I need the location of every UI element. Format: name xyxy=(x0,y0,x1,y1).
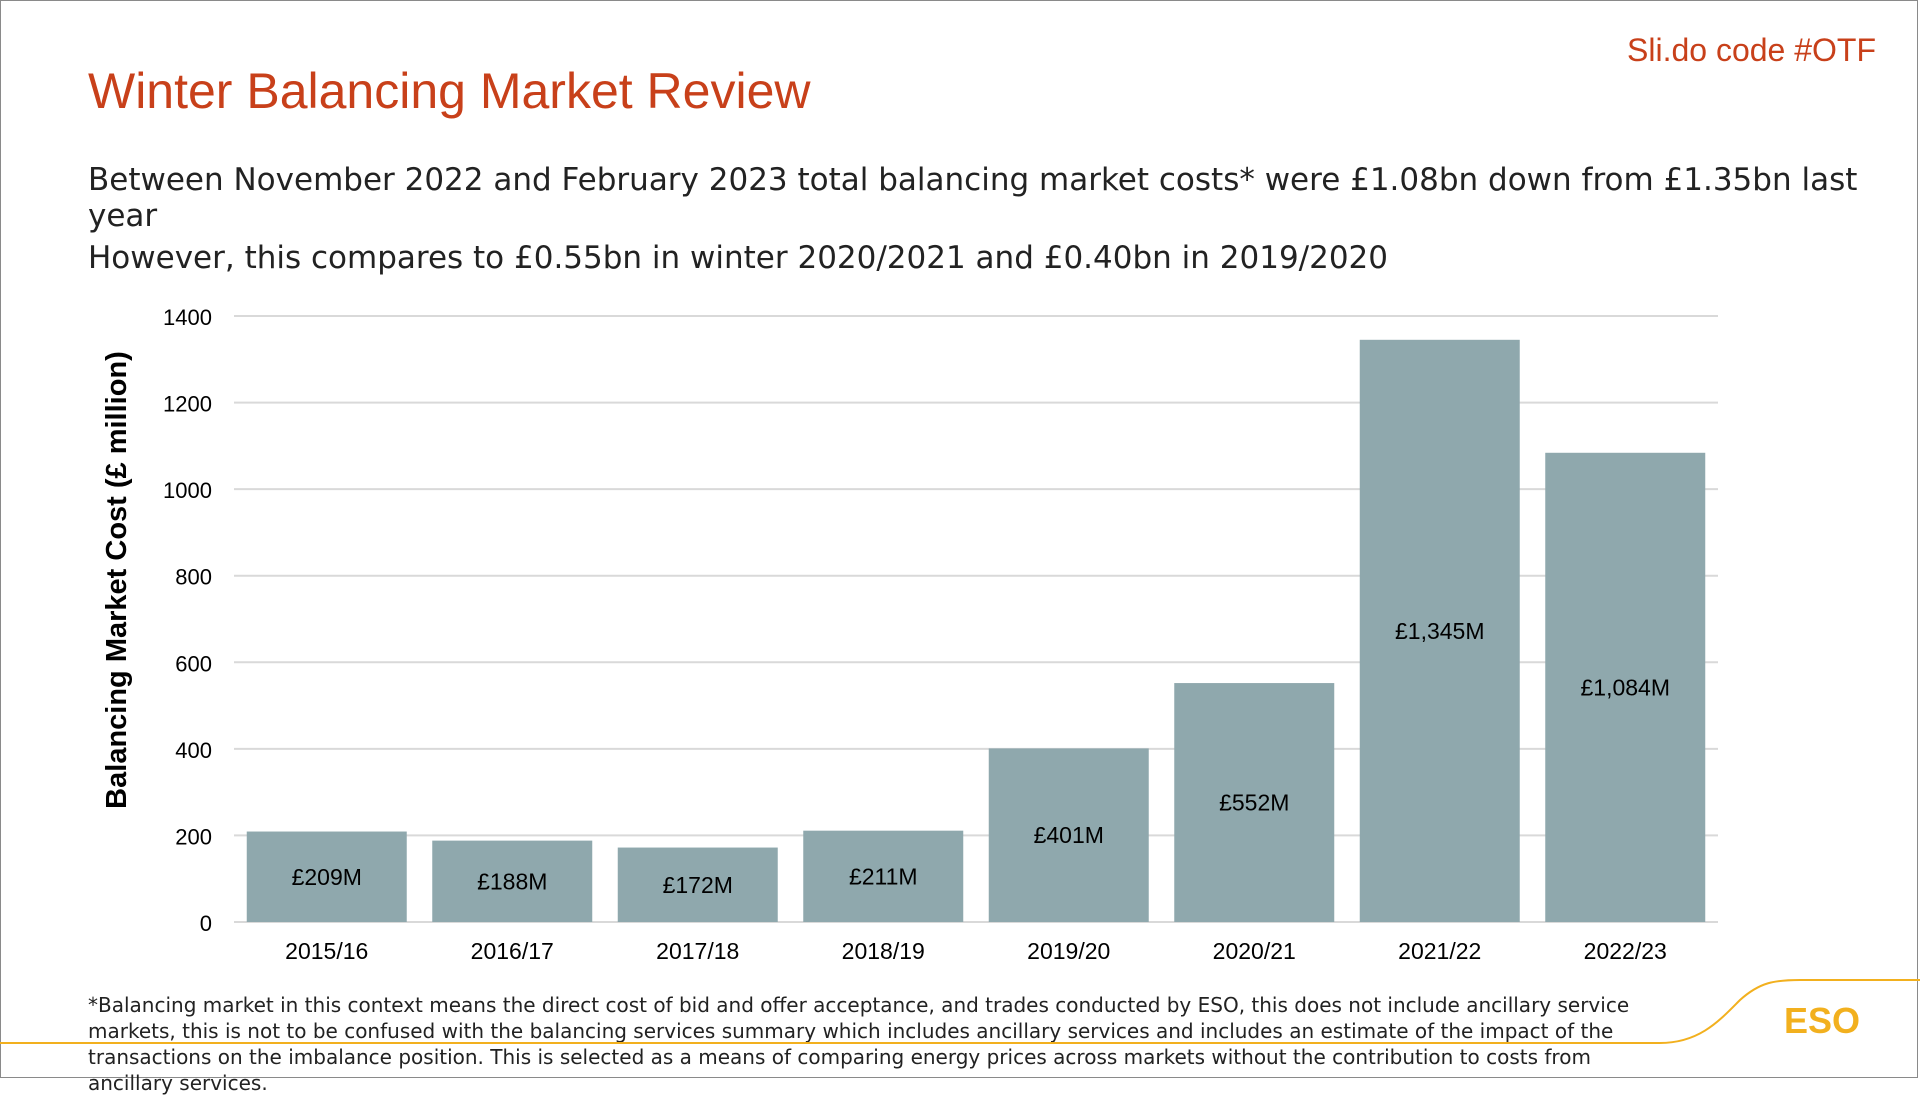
bar-data-label: £552M xyxy=(1219,790,1289,816)
bar-2021/22 xyxy=(1359,339,1520,922)
x-axis-ticks: 2015/16 2016/17 2017/18 2018/19 2019/20 2020/… xyxy=(285,938,1667,964)
page-title: Winter Balancing Market Review xyxy=(88,63,811,119)
x-tick-label: 2019/20 xyxy=(1027,938,1110,964)
eso-logo: ESO xyxy=(1783,1000,1860,1041)
x-tick-label: 2017/18 xyxy=(656,938,739,964)
y-axis-label: Balancing Market Cost (£ million) xyxy=(101,351,133,809)
bar-2019/20 xyxy=(988,748,1149,922)
bar-2020/21 xyxy=(1174,683,1335,922)
bar-data-label: £1,084M xyxy=(1580,674,1670,700)
bar-chart: 0 200 400 600 800 1000 1200 1400 £209M £188M £172… xyxy=(101,305,1718,964)
bar-2015/16 xyxy=(246,831,407,922)
y-tick-label: 1200 xyxy=(163,392,212,417)
y-tick-label: 0 xyxy=(200,911,212,936)
y-axis-ticks: 0 200 400 600 800 1000 1200 1400 xyxy=(163,305,212,936)
bar-data-label: £172M xyxy=(663,872,733,898)
y-tick-label: 600 xyxy=(175,651,212,676)
bars xyxy=(246,339,1706,922)
y-tick-label: 200 xyxy=(175,824,212,849)
bar-data-label: £209M xyxy=(292,864,362,890)
bar-data-label: £1,345M xyxy=(1395,618,1485,644)
y-tick-label: 800 xyxy=(175,565,212,590)
bar-data-label: £401M xyxy=(1034,822,1104,848)
y-tick-label: 400 xyxy=(175,738,212,763)
x-tick-label: 2022/23 xyxy=(1584,938,1667,964)
x-tick-label: 2015/16 xyxy=(285,938,368,964)
bar-2022/23 xyxy=(1545,452,1706,922)
x-tick-label: 2018/19 xyxy=(842,938,925,964)
y-tick-label: 1400 xyxy=(163,305,212,330)
bar-2017/18 xyxy=(617,847,778,922)
x-tick-label: 2021/22 xyxy=(1398,938,1481,964)
slido-code: Sli.do code #OTF xyxy=(1627,32,1876,68)
x-tick-label: 2020/21 xyxy=(1213,938,1296,964)
bar-data-label: £188M xyxy=(477,868,547,894)
bar-data-labels: £209M £188M £172M £211M £401M £552M £1,345M £1,… xyxy=(292,618,1670,898)
bar-2018/19 xyxy=(803,830,964,922)
x-tick-label: 2016/17 xyxy=(471,938,554,964)
y-tick-label: 1000 xyxy=(163,478,212,503)
subtitle-comparison: However, this compares to £0.55bn in win… xyxy=(88,240,1389,276)
bar-2016/17 xyxy=(432,840,593,922)
bar-data-label: £211M xyxy=(849,863,918,889)
subtitle-summary: Between November 2022 and February 2023 … xyxy=(88,162,1858,234)
